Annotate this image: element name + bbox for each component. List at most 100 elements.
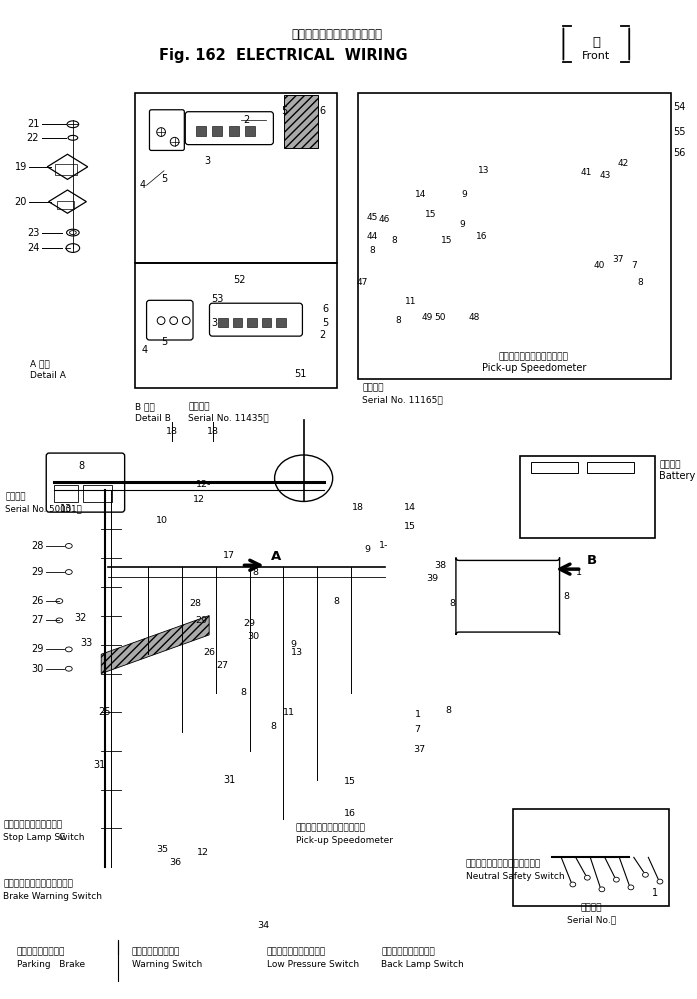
- Text: ピックアップスピードメータ: ピックアップスピードメータ: [296, 823, 365, 832]
- Text: 37: 37: [613, 256, 624, 265]
- Text: 53: 53: [211, 295, 224, 305]
- Text: A 詳細: A 詳細: [31, 360, 50, 369]
- Text: 35: 35: [156, 845, 168, 854]
- Text: Serial No.～: Serial No.～: [567, 915, 615, 924]
- Text: 28: 28: [190, 599, 201, 608]
- Text: 31: 31: [223, 775, 236, 785]
- Text: 15: 15: [424, 210, 436, 219]
- Bar: [56, 201, 74, 210]
- Text: Serial No. 11165～: Serial No. 11165～: [362, 396, 443, 405]
- Text: 43: 43: [600, 171, 611, 180]
- Text: 54: 54: [673, 102, 686, 112]
- Text: ニュートラルセフティスイッチ: ニュートラルセフティスイッチ: [466, 859, 541, 868]
- Text: 37: 37: [413, 744, 426, 753]
- Text: 4: 4: [139, 180, 146, 190]
- Bar: [588, 462, 634, 474]
- Text: 8: 8: [240, 688, 246, 697]
- Text: 9: 9: [461, 191, 467, 200]
- Bar: [54, 486, 78, 502]
- Text: 21: 21: [26, 119, 39, 129]
- Text: Battery: Battery: [659, 472, 696, 482]
- Text: 15: 15: [344, 777, 355, 786]
- Bar: [233, 318, 243, 328]
- Text: 18: 18: [351, 502, 364, 511]
- Text: 13: 13: [477, 166, 489, 175]
- Text: 7: 7: [414, 725, 420, 734]
- Text: 適用号機: 適用号機: [581, 904, 602, 913]
- Text: 4: 4: [141, 345, 148, 355]
- Text: 13: 13: [60, 504, 72, 514]
- Text: Brake Warning Switch: Brake Warning Switch: [3, 892, 102, 901]
- Bar: [513, 809, 669, 906]
- Text: Pick-up Speedometer: Pick-up Speedometer: [296, 836, 392, 845]
- Text: 5: 5: [161, 337, 167, 347]
- Text: 46: 46: [379, 215, 390, 224]
- Text: 8: 8: [252, 567, 258, 576]
- Text: パーキングブレーキ: パーキングブレーキ: [17, 947, 66, 956]
- Text: 1: 1: [576, 567, 582, 576]
- Text: 29: 29: [31, 644, 43, 654]
- Text: Serial No. 50001～: Serial No. 50001～: [6, 504, 82, 513]
- Bar: [218, 318, 228, 328]
- Text: Neutral Safety Switch: Neutral Safety Switch: [466, 872, 564, 881]
- Text: 27: 27: [31, 615, 43, 625]
- Text: 8: 8: [333, 596, 339, 605]
- Text: 1: 1: [652, 888, 658, 898]
- Text: 48: 48: [468, 314, 480, 323]
- Text: 41: 41: [581, 168, 592, 177]
- Text: 39: 39: [426, 574, 438, 583]
- Bar: [196, 126, 206, 136]
- Text: 18: 18: [206, 428, 219, 437]
- Text: 29: 29: [244, 618, 256, 627]
- Text: 17: 17: [224, 551, 236, 560]
- Text: 7: 7: [631, 261, 638, 270]
- Text: 47: 47: [357, 278, 368, 287]
- Text: 11: 11: [283, 707, 295, 716]
- Text: 40: 40: [593, 261, 604, 270]
- Text: 28: 28: [31, 540, 43, 550]
- Text: 前: 前: [592, 36, 600, 49]
- Text: B 詳細: B 詳細: [135, 402, 155, 411]
- Text: 8: 8: [445, 706, 452, 715]
- Text: 8: 8: [369, 246, 375, 255]
- Bar: [245, 126, 255, 136]
- Bar: [247, 318, 257, 328]
- Text: 適用号機: 適用号機: [188, 402, 210, 411]
- Text: 16: 16: [476, 232, 487, 241]
- Text: 8: 8: [392, 236, 397, 245]
- Bar: [135, 263, 337, 389]
- Text: 8: 8: [395, 317, 401, 326]
- Text: 50: 50: [434, 314, 445, 323]
- Text: Front: Front: [582, 51, 611, 61]
- Text: 26: 26: [31, 596, 43, 606]
- Text: 44: 44: [367, 232, 378, 241]
- Text: 31: 31: [93, 760, 106, 770]
- Bar: [213, 126, 222, 136]
- Text: 34: 34: [257, 920, 269, 929]
- Text: Parking   Brake: Parking Brake: [17, 960, 85, 969]
- Text: ワーニングスイッチ: ワーニングスイッチ: [132, 947, 180, 956]
- Text: ピックアップスピードノータ: ピックアップスピードノータ: [499, 353, 569, 362]
- Text: 19: 19: [15, 162, 27, 172]
- Text: ロープレッシャスイッチ: ロープレッシャスイッチ: [266, 947, 325, 956]
- Text: 8: 8: [449, 599, 455, 608]
- Bar: [519, 456, 654, 538]
- Text: 6: 6: [320, 106, 326, 116]
- Text: 3: 3: [211, 318, 217, 328]
- Text: 55: 55: [673, 127, 686, 137]
- Text: 30: 30: [31, 663, 43, 673]
- Bar: [55, 164, 77, 175]
- Text: 5: 5: [161, 174, 167, 184]
- Bar: [284, 95, 318, 149]
- Text: エレクトリカルワイヤリング: エレクトリカルワイヤリング: [292, 28, 383, 41]
- Text: 26: 26: [203, 647, 215, 656]
- Text: 1-: 1-: [378, 541, 388, 550]
- Text: 36: 36: [169, 858, 181, 867]
- Text: 12: 12: [197, 848, 208, 857]
- Text: 18: 18: [166, 428, 178, 437]
- Text: 22: 22: [26, 133, 39, 143]
- Text: 20: 20: [15, 197, 27, 207]
- Text: ストップランプスイッチ: ストップランプスイッチ: [3, 820, 63, 829]
- Text: 9: 9: [291, 640, 296, 649]
- Text: 29: 29: [195, 616, 207, 625]
